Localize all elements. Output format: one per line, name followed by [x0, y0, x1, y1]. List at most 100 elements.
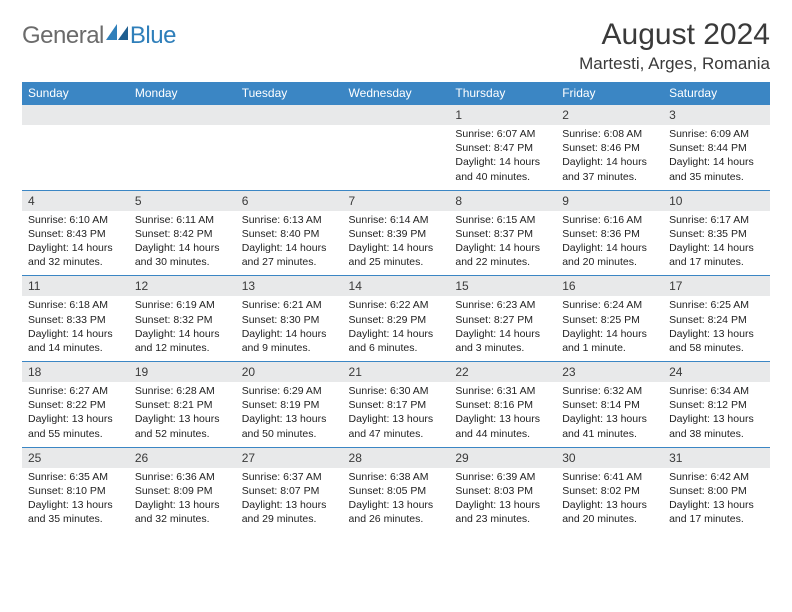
info-line: Sunrise: 6:41 AM: [562, 470, 657, 484]
info-line: Daylight: 13 hours: [28, 498, 123, 512]
info-line: Daylight: 13 hours: [562, 498, 657, 512]
info-line: Sunrise: 6:15 AM: [455, 213, 550, 227]
day-header-row: Sunday Monday Tuesday Wednesday Thursday…: [22, 82, 770, 105]
info-row: Sunrise: 6:07 AMSunset: 8:47 PM Daylight:…: [22, 125, 770, 190]
info-cell: Sunrise: 6:25 AMSunset: 8:24 PMDaylight:…: [663, 296, 770, 361]
info-line: and 32 minutes.: [28, 255, 123, 269]
date-cell: 7: [343, 190, 450, 211]
info-line: and 26 minutes.: [349, 512, 444, 526]
info-cell: Sunrise: 6:32 AMSunset: 8:14 PMDaylight:…: [556, 382, 663, 447]
info-cell: Sunrise: 6:21 AMSunset: 8:30 PMDaylight:…: [236, 296, 343, 361]
info-cell: Sunrise: 6:41 AMSunset: 8:02 PMDaylight:…: [556, 468, 663, 533]
info-line: Daylight: 14 hours: [242, 327, 337, 341]
date-cell: 31: [663, 447, 770, 468]
info-line: and 32 minutes.: [135, 512, 230, 526]
brand-name-1: General: [22, 22, 104, 50]
info-cell: Sunrise: 6:17 AMSunset: 8:35 PMDaylight:…: [663, 211, 770, 276]
info-row: Sunrise: 6:27 AMSunset: 8:22 PMDaylight:…: [22, 382, 770, 447]
info-line: Daylight: 14 hours: [669, 155, 764, 169]
info-cell: Sunrise: 6:35 AMSunset: 8:10 PMDaylight:…: [22, 468, 129, 533]
day-header: Wednesday: [343, 82, 450, 105]
info-line: and 22 minutes.: [455, 255, 550, 269]
info-line: Sunrise: 6:27 AM: [28, 384, 123, 398]
info-line: Sunrise: 6:34 AM: [669, 384, 764, 398]
info-line: Daylight: 14 hours: [562, 155, 657, 169]
info-line: and 35 minutes.: [28, 512, 123, 526]
date-cell: 20: [236, 362, 343, 383]
info-line: and 6 minutes.: [349, 341, 444, 355]
info-line: and 55 minutes.: [28, 427, 123, 441]
info-cell: Sunrise: 6:14 AMSunset: 8:39 PMDaylight:…: [343, 211, 450, 276]
info-line: Sunset: 8:42 PM: [135, 227, 230, 241]
date-cell: 25: [22, 447, 129, 468]
date-cell: 1: [449, 105, 556, 125]
info-row: Sunrise: 6:18 AMSunset: 8:33 PMDaylight:…: [22, 296, 770, 361]
info-line: Sunset: 8:07 PM: [242, 484, 337, 498]
info-line: Daylight: 14 hours: [669, 241, 764, 255]
day-header: Monday: [129, 82, 236, 105]
info-line: Daylight: 14 hours: [455, 327, 550, 341]
date-cell: 10: [663, 190, 770, 211]
date-cell: 12: [129, 276, 236, 297]
info-line: Daylight: 13 hours: [242, 412, 337, 426]
info-line: Sunrise: 6:29 AM: [242, 384, 337, 398]
info-cell: Sunrise: 6:34 AMSunset: 8:12 PMDaylight:…: [663, 382, 770, 447]
month-title: August 2024: [579, 18, 770, 52]
info-line: Sunset: 8:46 PM: [562, 141, 657, 155]
info-line: Sunset: 8:12 PM: [669, 398, 764, 412]
date-cell: 14: [343, 276, 450, 297]
info-line: Sunrise: 6:28 AM: [135, 384, 230, 398]
info-line: and 52 minutes.: [135, 427, 230, 441]
info-cell: [343, 125, 450, 190]
info-line: Sunrise: 6:24 AM: [562, 298, 657, 312]
date-cell: 11: [22, 276, 129, 297]
info-cell: Sunrise: 6:31 AMSunset: 8:16 PMDaylight:…: [449, 382, 556, 447]
info-line: and 44 minutes.: [455, 427, 550, 441]
day-header: Tuesday: [236, 82, 343, 105]
info-line: Sunset: 8:00 PM: [669, 484, 764, 498]
info-cell: Sunrise: 6:09 AMSunset: 8:44 PMDaylight:…: [663, 125, 770, 190]
info-line: Sunset: 8:17 PM: [349, 398, 444, 412]
info-line: Sunrise: 6:19 AM: [135, 298, 230, 312]
info-line: Sunset: 8:03 PM: [455, 484, 550, 498]
date-cell: [236, 105, 343, 125]
info-line: and 50 minutes.: [242, 427, 337, 441]
info-line: Sunrise: 6:09 AM: [669, 127, 764, 141]
info-line: Sunset: 8:33 PM: [28, 313, 123, 327]
info-line: Sunrise: 6:25 AM: [669, 298, 764, 312]
info-line: and 47 minutes.: [349, 427, 444, 441]
info-cell: Sunrise: 6:10 AMSunset: 8:43 PMDaylight:…: [22, 211, 129, 276]
info-line: Sunrise: 6:17 AM: [669, 213, 764, 227]
info-row: Sunrise: 6:35 AMSunset: 8:10 PMDaylight:…: [22, 468, 770, 533]
info-line: Sunrise: 6:16 AM: [562, 213, 657, 227]
info-line: and 25 minutes.: [349, 255, 444, 269]
info-line: Daylight: 13 hours: [135, 412, 230, 426]
info-line: Sunset: 8:24 PM: [669, 313, 764, 327]
info-line: Sunrise: 6:36 AM: [135, 470, 230, 484]
info-cell: Sunrise: 6:15 AMSunset: 8:37 PMDaylight:…: [449, 211, 556, 276]
info-cell: Sunrise: 6:36 AMSunset: 8:09 PMDaylight:…: [129, 468, 236, 533]
info-line: Sunrise: 6:08 AM: [562, 127, 657, 141]
date-cell: [343, 105, 450, 125]
info-line: Daylight: 13 hours: [562, 412, 657, 426]
info-line: Sunset: 8:37 PM: [455, 227, 550, 241]
info-line: Sunrise: 6:32 AM: [562, 384, 657, 398]
header: General Blue August 2024 Martesti, Arges…: [22, 18, 770, 74]
info-line: Sunset: 8:47 PM: [455, 141, 550, 155]
info-line: Daylight: 14 hours: [562, 327, 657, 341]
info-line: Sunset: 8:30 PM: [242, 313, 337, 327]
info-cell: Sunrise: 6:22 AMSunset: 8:29 PMDaylight:…: [343, 296, 450, 361]
info-line: and 27 minutes.: [242, 255, 337, 269]
info-line: and 38 minutes.: [669, 427, 764, 441]
info-line: Sunset: 8:19 PM: [242, 398, 337, 412]
day-header: Thursday: [449, 82, 556, 105]
info-line: and 20 minutes.: [562, 512, 657, 526]
info-line: Sunset: 8:40 PM: [242, 227, 337, 241]
info-line: Sunrise: 6:30 AM: [349, 384, 444, 398]
info-line: Sunrise: 6:07 AM: [455, 127, 550, 141]
info-line: Daylight: 14 hours: [28, 241, 123, 255]
info-line: Sunset: 8:29 PM: [349, 313, 444, 327]
info-line: Daylight: 14 hours: [135, 327, 230, 341]
info-line: Daylight: 14 hours: [28, 327, 123, 341]
info-line: and 58 minutes.: [669, 341, 764, 355]
